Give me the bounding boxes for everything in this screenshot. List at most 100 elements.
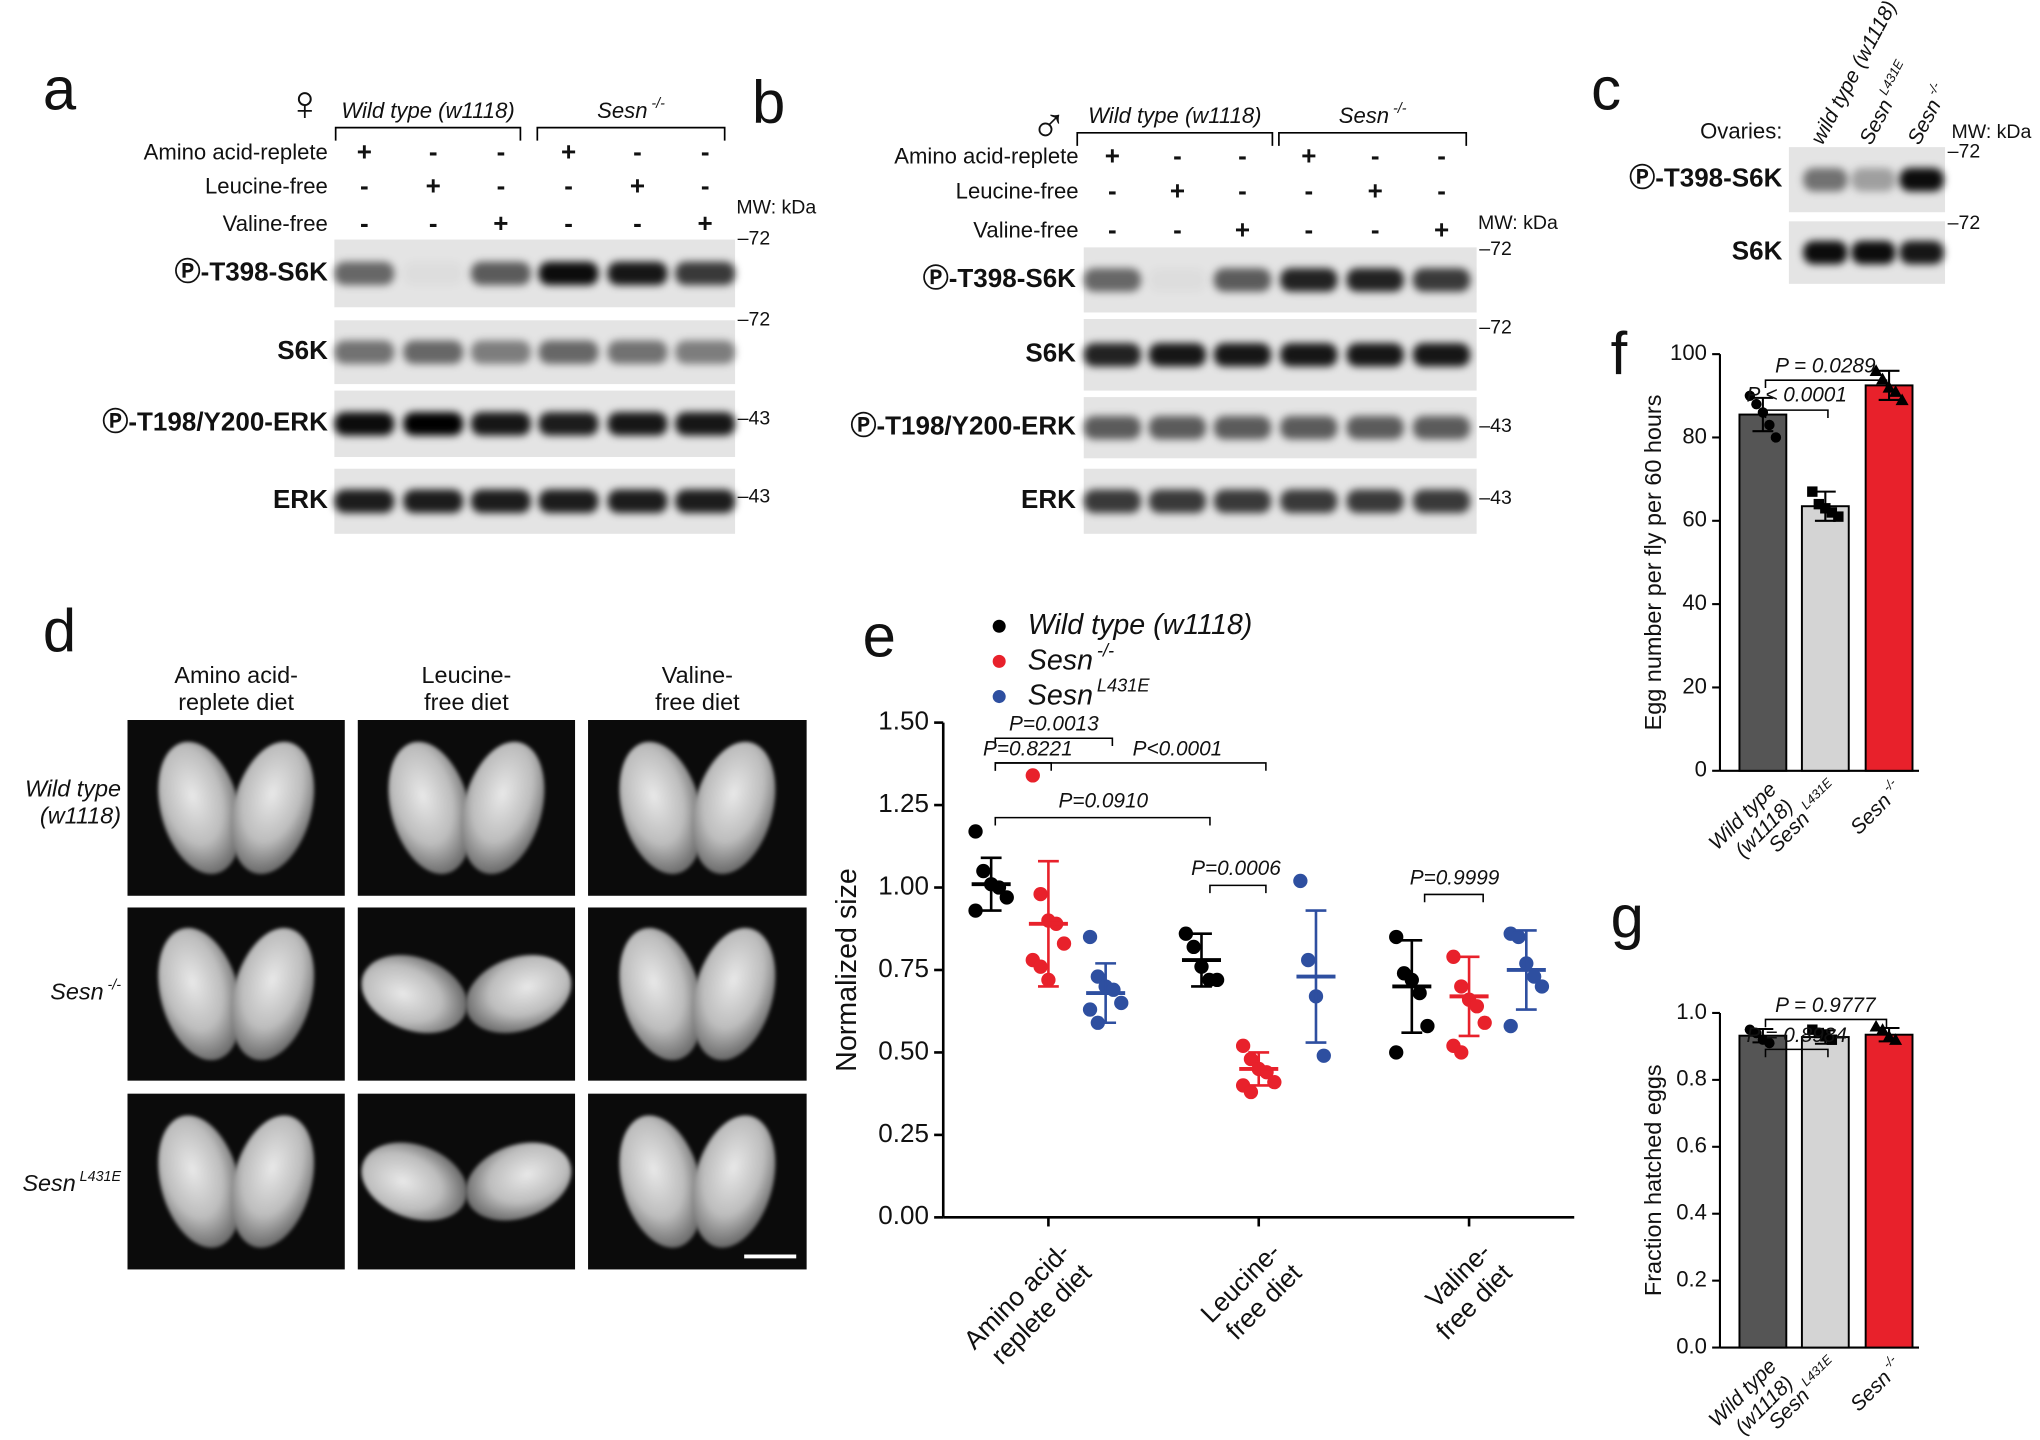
ovary <box>619 741 703 875</box>
data-point <box>1751 398 1762 410</box>
data-point <box>1293 873 1308 889</box>
bar <box>1864 1033 1914 1349</box>
sign: - <box>1108 215 1117 245</box>
condition-label: Amino acid-replete <box>144 139 328 164</box>
band <box>1346 489 1404 513</box>
group-bracket <box>334 126 522 141</box>
condition-label: Valine-free <box>223 211 328 236</box>
data-point <box>1744 390 1756 402</box>
data-point <box>1412 985 1427 1001</box>
mw-marker: –72 <box>1948 140 1981 162</box>
text-line: Leucine- <box>422 662 512 688</box>
significance-bracket <box>1423 893 1484 903</box>
y-tick-label: 0.4 <box>1676 1200 1707 1225</box>
data-point <box>1807 486 1818 497</box>
group-label-base: Sesn <box>1339 103 1389 128</box>
blot-background <box>334 320 736 385</box>
significance-bracket <box>994 737 1114 747</box>
group-label: Sesn -/- <box>597 96 665 123</box>
band <box>675 412 736 436</box>
band <box>1412 343 1471 367</box>
text-line: free diet <box>424 689 509 715</box>
sign: + <box>357 137 372 167</box>
row-header-base: Sesn <box>22 1170 75 1196</box>
data-point <box>1807 1024 1818 1035</box>
ovary <box>692 741 776 875</box>
text-line: (w1118) <box>40 802 121 828</box>
data-point <box>1770 432 1782 443</box>
band <box>1412 415 1471 440</box>
row-header-base: Sesn <box>50 979 103 1005</box>
data-point <box>1186 939 1201 955</box>
band <box>1083 415 1141 440</box>
text-line: free diet <box>655 689 740 715</box>
p-value: P=0.8221 <box>983 737 1073 760</box>
y-tick-label: 1.25 <box>878 788 929 818</box>
group-label-sup: -/- <box>651 96 665 112</box>
sign: - <box>1371 140 1380 170</box>
y-tick-label: 0.8 <box>1676 1066 1707 1091</box>
y-tick-label: 1.00 <box>878 870 929 900</box>
y-tick-label: 0.6 <box>1676 1133 1707 1158</box>
panel-label: a <box>43 56 77 123</box>
sign: - <box>1238 140 1247 170</box>
data-point <box>1082 1002 1098 1017</box>
blot-label: Ⓟ-T198/Y200-ERK <box>850 411 1076 441</box>
band <box>607 412 668 436</box>
band <box>675 489 736 513</box>
band <box>470 340 531 364</box>
band <box>1899 167 1944 192</box>
data-point <box>1033 886 1048 902</box>
data-point <box>1025 768 1040 783</box>
sign: + <box>1170 176 1185 206</box>
band <box>1083 489 1141 513</box>
legend-marker <box>992 690 1006 704</box>
data-point <box>1114 995 1129 1011</box>
ovary <box>465 955 572 1034</box>
sign: + <box>1434 215 1449 245</box>
legend-label-base: Sesn <box>1028 644 1093 676</box>
group-bracket <box>536 126 726 141</box>
sign: - <box>429 208 438 238</box>
sign: + <box>1301 140 1316 170</box>
ovary <box>230 927 315 1061</box>
p-value: P=0.9999 <box>1410 866 1500 889</box>
data-point <box>1882 1029 1896 1042</box>
group-bracket <box>1076 131 1274 146</box>
data-point <box>1082 929 1098 945</box>
data-point <box>1267 1074 1282 1090</box>
data-point <box>1056 936 1072 951</box>
group-bracket <box>1278 131 1468 146</box>
sign: - <box>564 208 573 238</box>
row-header-sup: -/- <box>107 977 121 993</box>
mw-marker: –43 <box>738 486 771 508</box>
bar <box>1800 505 1850 772</box>
data-point <box>1389 1045 1404 1060</box>
y-tick-label: 1.50 <box>878 705 929 735</box>
mw-marker: –72 <box>738 228 771 250</box>
ovary <box>461 741 545 875</box>
mw-marker: –43 <box>738 407 771 429</box>
data-point <box>1895 393 1909 406</box>
text-line: Amino acid- <box>174 662 298 688</box>
panel-label: f <box>1611 320 1628 387</box>
data-point <box>1757 407 1769 418</box>
blot-label: Ⓟ-T398-S6K <box>923 263 1076 293</box>
data-point <box>1209 972 1225 988</box>
band <box>1280 268 1338 292</box>
data-point <box>1869 1019 1883 1032</box>
y-axis-label: Fraction hatched eggs <box>1640 1064 1666 1296</box>
sign: - <box>701 137 710 167</box>
text-line: Wild type <box>25 775 121 801</box>
data-point <box>1534 979 1550 994</box>
ovary <box>361 955 468 1034</box>
band <box>403 489 464 513</box>
significance-bracket <box>994 762 1267 771</box>
band <box>334 340 395 364</box>
band <box>1280 415 1338 440</box>
band <box>607 489 668 513</box>
row-header-sup: L431E <box>80 1169 122 1185</box>
p-value: P=0.0006 <box>1191 857 1281 880</box>
sign: - <box>1371 215 1380 245</box>
band <box>1346 343 1404 367</box>
